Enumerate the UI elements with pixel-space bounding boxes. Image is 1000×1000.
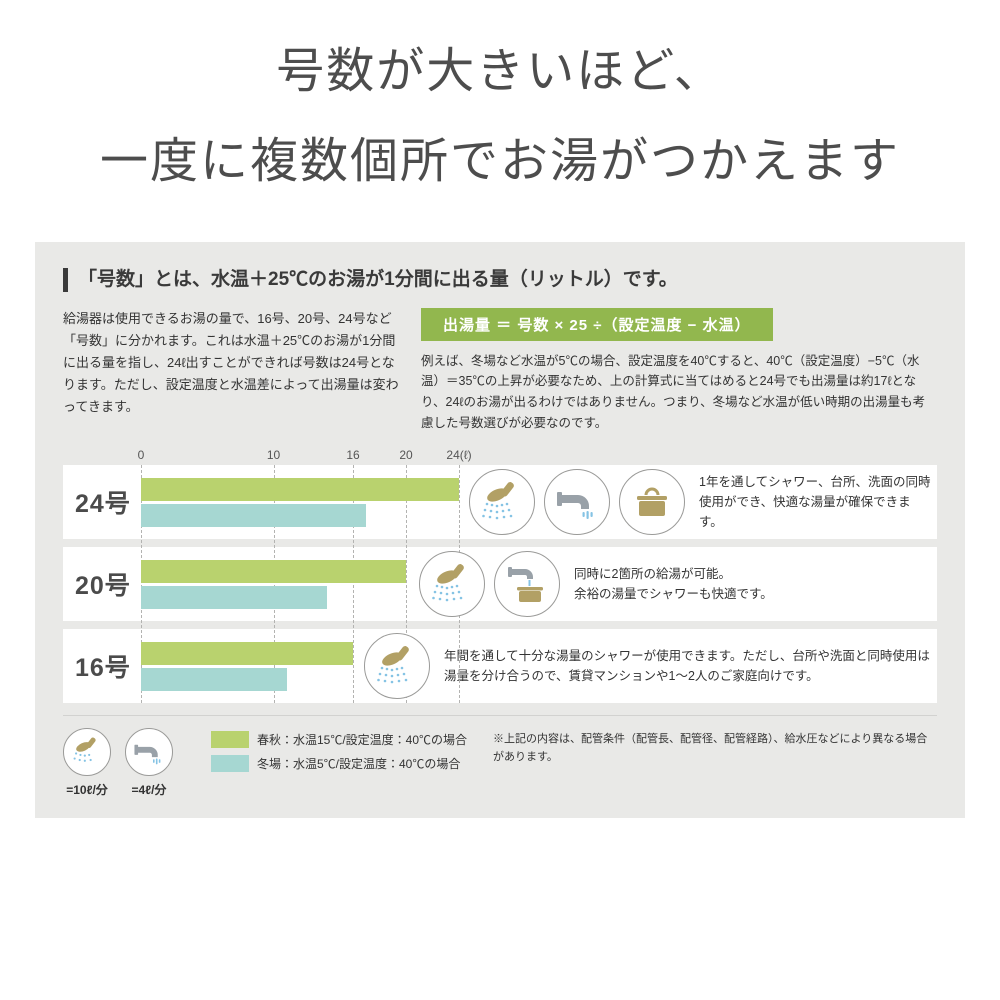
- chart-row-16: 16号: [63, 629, 937, 704]
- row-icons: [364, 633, 430, 700]
- chart-row-24: 24号: [63, 465, 937, 540]
- formula-section: 出湯量 ＝ 号数 × 25 ÷（設定温度 − 水温） 例えば、冬場など水温が5℃…: [421, 307, 937, 434]
- flow-rate-legend: =10ℓ/分: [63, 728, 187, 798]
- legend-swatch-spring: [211, 731, 249, 749]
- bar-spring: [141, 560, 406, 584]
- shower-flow-legend: =10ℓ/分: [63, 728, 111, 798]
- legend-label-spring: 春秋：水温15℃/設定温度：40℃の場合: [257, 733, 468, 748]
- row-plot: [141, 629, 459, 703]
- legend-label-winter: 冬場：水温5℃/設定温度：40℃の場合: [257, 757, 461, 772]
- legend-row-spring: 春秋：水温15℃/設定温度：40℃の場合: [211, 731, 468, 749]
- info-panel: 「号数」とは、水温＋25℃のお湯が1分間に出る量（リットル）です。 給湯器は使用…: [35, 242, 965, 819]
- intro-section: 給湯器は使用できるお湯の量で、16号、20号、24号など「号数」に分かれます。こ…: [63, 307, 937, 434]
- legend-faucet-icon: [125, 728, 173, 777]
- bar-winter: [141, 586, 327, 610]
- row-plot: [141, 465, 459, 539]
- formula-note: 例えば、冬場など水温が5℃の場合、設定温度を40℃すると、40℃（設定温度）−5…: [421, 353, 926, 430]
- faucet-icon: [544, 469, 610, 536]
- season-legend: 春秋：水温15℃/設定温度：40℃の場合 冬場：水温5℃/設定温度：40℃の場合: [211, 731, 467, 779]
- axis-tick-label: 20: [399, 448, 413, 463]
- chart-row-20: 20号: [63, 547, 937, 622]
- row-description: 1年を通してシャワー、台所、洗面の同時使用ができ、快適な湯量が確保できます。: [699, 475, 931, 530]
- bar-winter: [141, 668, 287, 692]
- chart-axis: 0 10 16 20 24(ℓ): [137, 443, 472, 465]
- row-label: 24号: [75, 490, 131, 519]
- bar-chart: 0 10 16 20 24(ℓ) 24号: [63, 443, 937, 704]
- row-description: 年間を通して十分な湯量のシャワーが使用できます。ただし、台所や洗面と同時使用は湯…: [444, 649, 930, 684]
- row-description: 同時に2箇所の給湯が可能。 余裕の湯量でシャワーも快適です。: [574, 567, 773, 602]
- row-icons: [419, 551, 560, 618]
- formula-badge: 出湯量 ＝ 号数 × 25 ÷（設定温度 − 水温）: [421, 307, 773, 341]
- faucet-flow-legend: =4ℓ/分: [125, 728, 173, 798]
- faucet-pot-icon: [494, 551, 560, 618]
- legend-shower-label: =10ℓ/分: [66, 783, 108, 798]
- axis-tick-label: 10: [266, 448, 281, 463]
- page-title-line2: 一度に複数個所でお湯がつかえます: [99, 135, 900, 188]
- shower-icon: [364, 633, 430, 700]
- axis-tick-label: 16: [346, 448, 360, 463]
- panel-heading: 「号数」とは、水温＋25℃のお湯が1分間に出る量（リットル）です。: [63, 268, 937, 292]
- legend-row-winter: 冬場：水温5℃/設定温度：40℃の場合: [211, 755, 467, 773]
- legend-shower-icon: [63, 728, 111, 777]
- page: 号数が大きいほど、 一度に複数個所でお湯がつかえます 「号数」とは、水温＋25℃…: [0, 0, 1000, 819]
- intro-text: 給湯器は使用できるお湯の量で、16号、20号、24号など「号数」に分かれます。こ…: [63, 310, 399, 415]
- row-label: 20号: [75, 572, 131, 601]
- shower-icon: [419, 551, 485, 618]
- row-label: 16号: [75, 654, 131, 683]
- axis-tick-label: 0: [137, 448, 145, 463]
- page-title-line1: 号数が大きいほど、: [276, 45, 724, 98]
- bar-spring: [141, 642, 353, 666]
- row-icons: [469, 469, 685, 536]
- pot-icon: [619, 469, 685, 536]
- legend-swatch-winter: [211, 755, 249, 773]
- bar-winter: [141, 504, 367, 528]
- legend-faucet-label: =4ℓ/分: [131, 783, 167, 798]
- row-plot: [141, 547, 459, 621]
- shower-icon: [469, 469, 535, 536]
- page-title: 号数が大きいほど、 一度に複数個所でお湯がつかえます: [0, 0, 1000, 186]
- chart-legend: =10ℓ/分: [63, 715, 937, 798]
- bar-spring: [141, 478, 459, 502]
- footnote: ※上記の内容は、配管条件（配管長、配管径、配管経路）、給水圧などにより異なる場合…: [493, 733, 928, 763]
- axis-tick-label: 24(ℓ): [446, 448, 472, 463]
